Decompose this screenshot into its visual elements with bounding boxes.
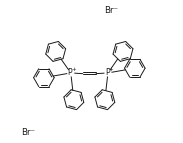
Text: Br⁻: Br⁻ xyxy=(104,6,119,14)
Text: Br⁻: Br⁻ xyxy=(21,129,35,137)
Text: +: + xyxy=(72,67,76,72)
Text: +: + xyxy=(109,67,113,72)
Text: P: P xyxy=(105,68,110,77)
Text: P: P xyxy=(68,68,72,77)
Circle shape xyxy=(105,70,111,76)
Circle shape xyxy=(68,70,74,76)
